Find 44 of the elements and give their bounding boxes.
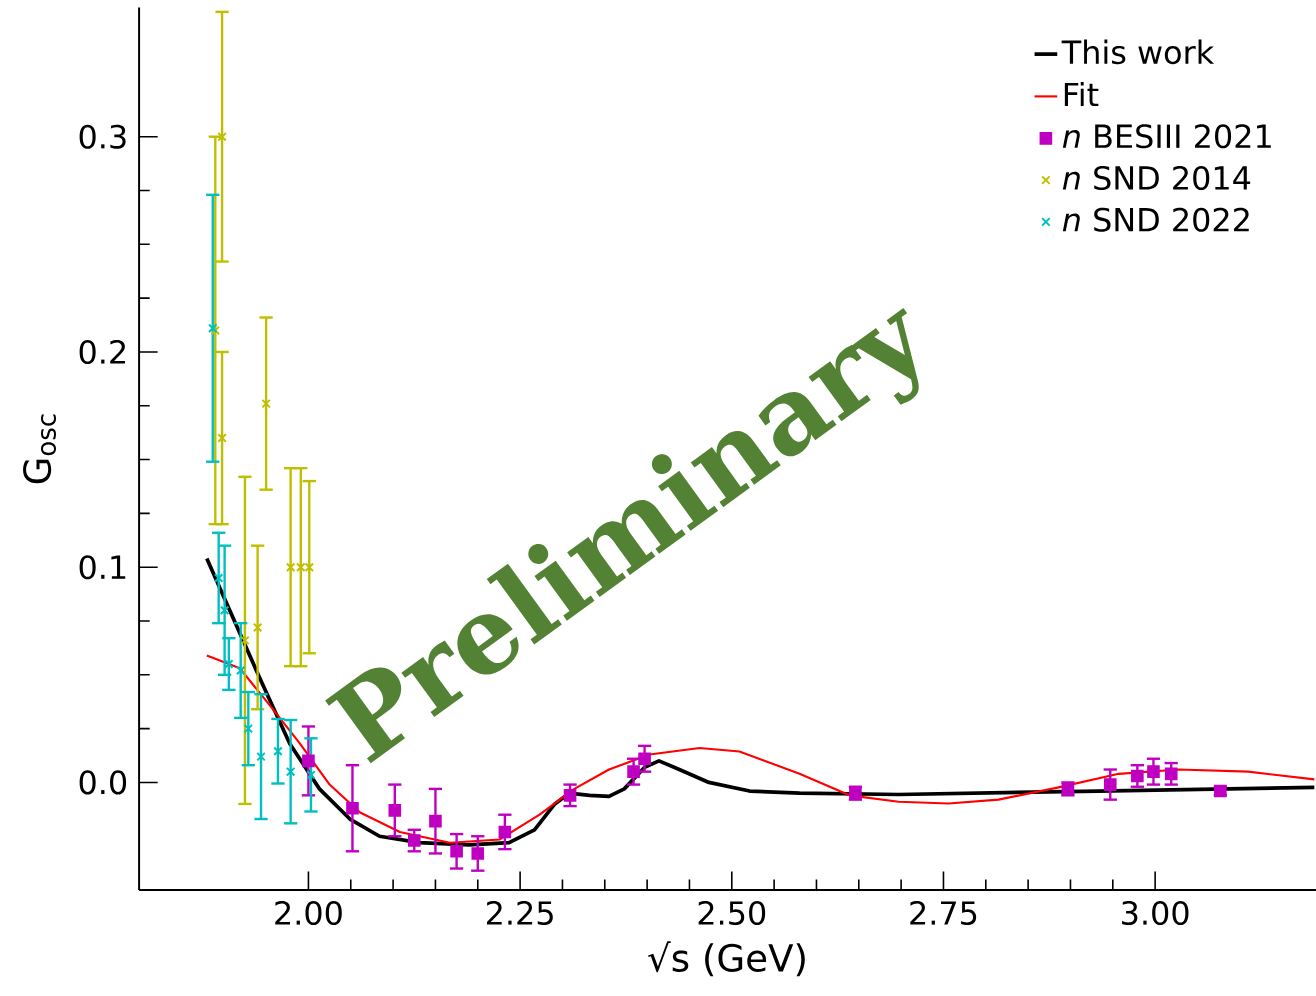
point xyxy=(1103,778,1117,791)
point xyxy=(252,622,263,633)
point xyxy=(388,804,402,817)
legend-label: n BESIII 2021 xyxy=(1062,124,1271,149)
point xyxy=(563,789,577,802)
y-axis-title: G$_{osc}$ xyxy=(23,414,56,484)
point xyxy=(217,132,227,142)
point xyxy=(235,665,246,676)
point xyxy=(224,659,234,669)
point xyxy=(1147,765,1160,779)
point xyxy=(256,751,266,762)
point xyxy=(243,723,254,734)
point xyxy=(261,398,271,409)
x-tick-label: 2.00 xyxy=(275,901,342,926)
point xyxy=(302,754,315,768)
point xyxy=(1164,767,1178,781)
point xyxy=(1131,769,1144,783)
point xyxy=(346,802,359,815)
point xyxy=(306,770,316,780)
legend-label: n SND 2014 xyxy=(1062,165,1251,191)
point xyxy=(450,845,463,858)
x-tick-label: 2.50 xyxy=(698,901,766,926)
point xyxy=(627,765,640,779)
point xyxy=(285,766,296,777)
y-tick-label: 0.2 xyxy=(79,339,125,365)
x-tick-label: 3.00 xyxy=(1122,901,1189,926)
point xyxy=(273,746,283,757)
point xyxy=(219,605,230,616)
legend-label: This work xyxy=(1061,39,1215,65)
y-tick-label: 0.3 xyxy=(79,124,126,149)
legend-label: Fit xyxy=(1064,81,1099,107)
y-tick-label: 0.1 xyxy=(79,555,126,580)
y-tick-label: 0.0 xyxy=(79,770,127,795)
x-tick-label: 2.25 xyxy=(486,901,553,926)
point xyxy=(240,635,250,646)
legend-label: n SND 2022 xyxy=(1062,207,1249,232)
point xyxy=(217,433,227,443)
point xyxy=(498,825,512,839)
point xyxy=(407,834,421,847)
point xyxy=(213,573,224,583)
point xyxy=(429,814,442,828)
point xyxy=(471,847,485,860)
x-tick-label: 2.75 xyxy=(910,901,977,926)
x-axis-title: √s (GeV) xyxy=(648,941,805,977)
